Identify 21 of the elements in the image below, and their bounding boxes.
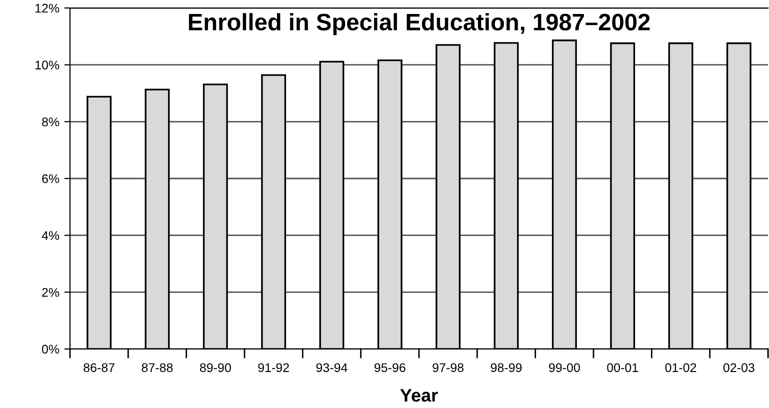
y-tick-label: 4% <box>42 231 60 240</box>
x-tick-label: 97-98 <box>432 363 464 372</box>
x-tick-label: 91-92 <box>258 363 289 372</box>
y-tick-label: 2% <box>42 288 60 297</box>
x-tick-label: 87-88 <box>142 363 173 372</box>
y-tick-label: 0% <box>42 344 60 354</box>
x-tick-label: 00-01 <box>607 363 638 372</box>
x-axis-title: Year <box>400 389 438 402</box>
y-tick-label: 10% <box>36 60 60 70</box>
chart-title: Enrolled in Special Education, 1987–2002 <box>188 13 650 36</box>
x-tick-label: 98-99 <box>490 363 522 372</box>
y-tick-label: 8% <box>42 117 60 126</box>
x-tick-label: 01-02 <box>665 363 696 372</box>
x-tick-label: 89-90 <box>200 363 231 372</box>
x-tick-label: 95-96 <box>374 363 406 372</box>
y-tick-label: 6% <box>42 174 60 184</box>
x-tick-label: 02-03 <box>723 363 754 372</box>
x-tick-label: 99-00 <box>549 363 580 372</box>
y-tick-label: 12% <box>36 4 60 13</box>
x-tick-label: 86-87 <box>84 363 114 372</box>
x-tick-label: 93-94 <box>316 363 348 372</box>
